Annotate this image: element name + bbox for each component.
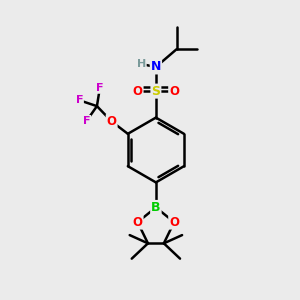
Text: O: O bbox=[133, 85, 142, 98]
Text: S: S bbox=[152, 85, 160, 98]
Text: O: O bbox=[169, 216, 179, 229]
Text: O: O bbox=[169, 85, 179, 98]
Text: F: F bbox=[76, 95, 83, 105]
Text: N: N bbox=[151, 61, 161, 74]
Text: F: F bbox=[83, 116, 90, 126]
Text: B: B bbox=[151, 201, 160, 214]
Text: H: H bbox=[136, 59, 146, 69]
Text: O: O bbox=[133, 216, 142, 229]
Text: F: F bbox=[96, 83, 103, 93]
Text: O: O bbox=[106, 115, 117, 128]
